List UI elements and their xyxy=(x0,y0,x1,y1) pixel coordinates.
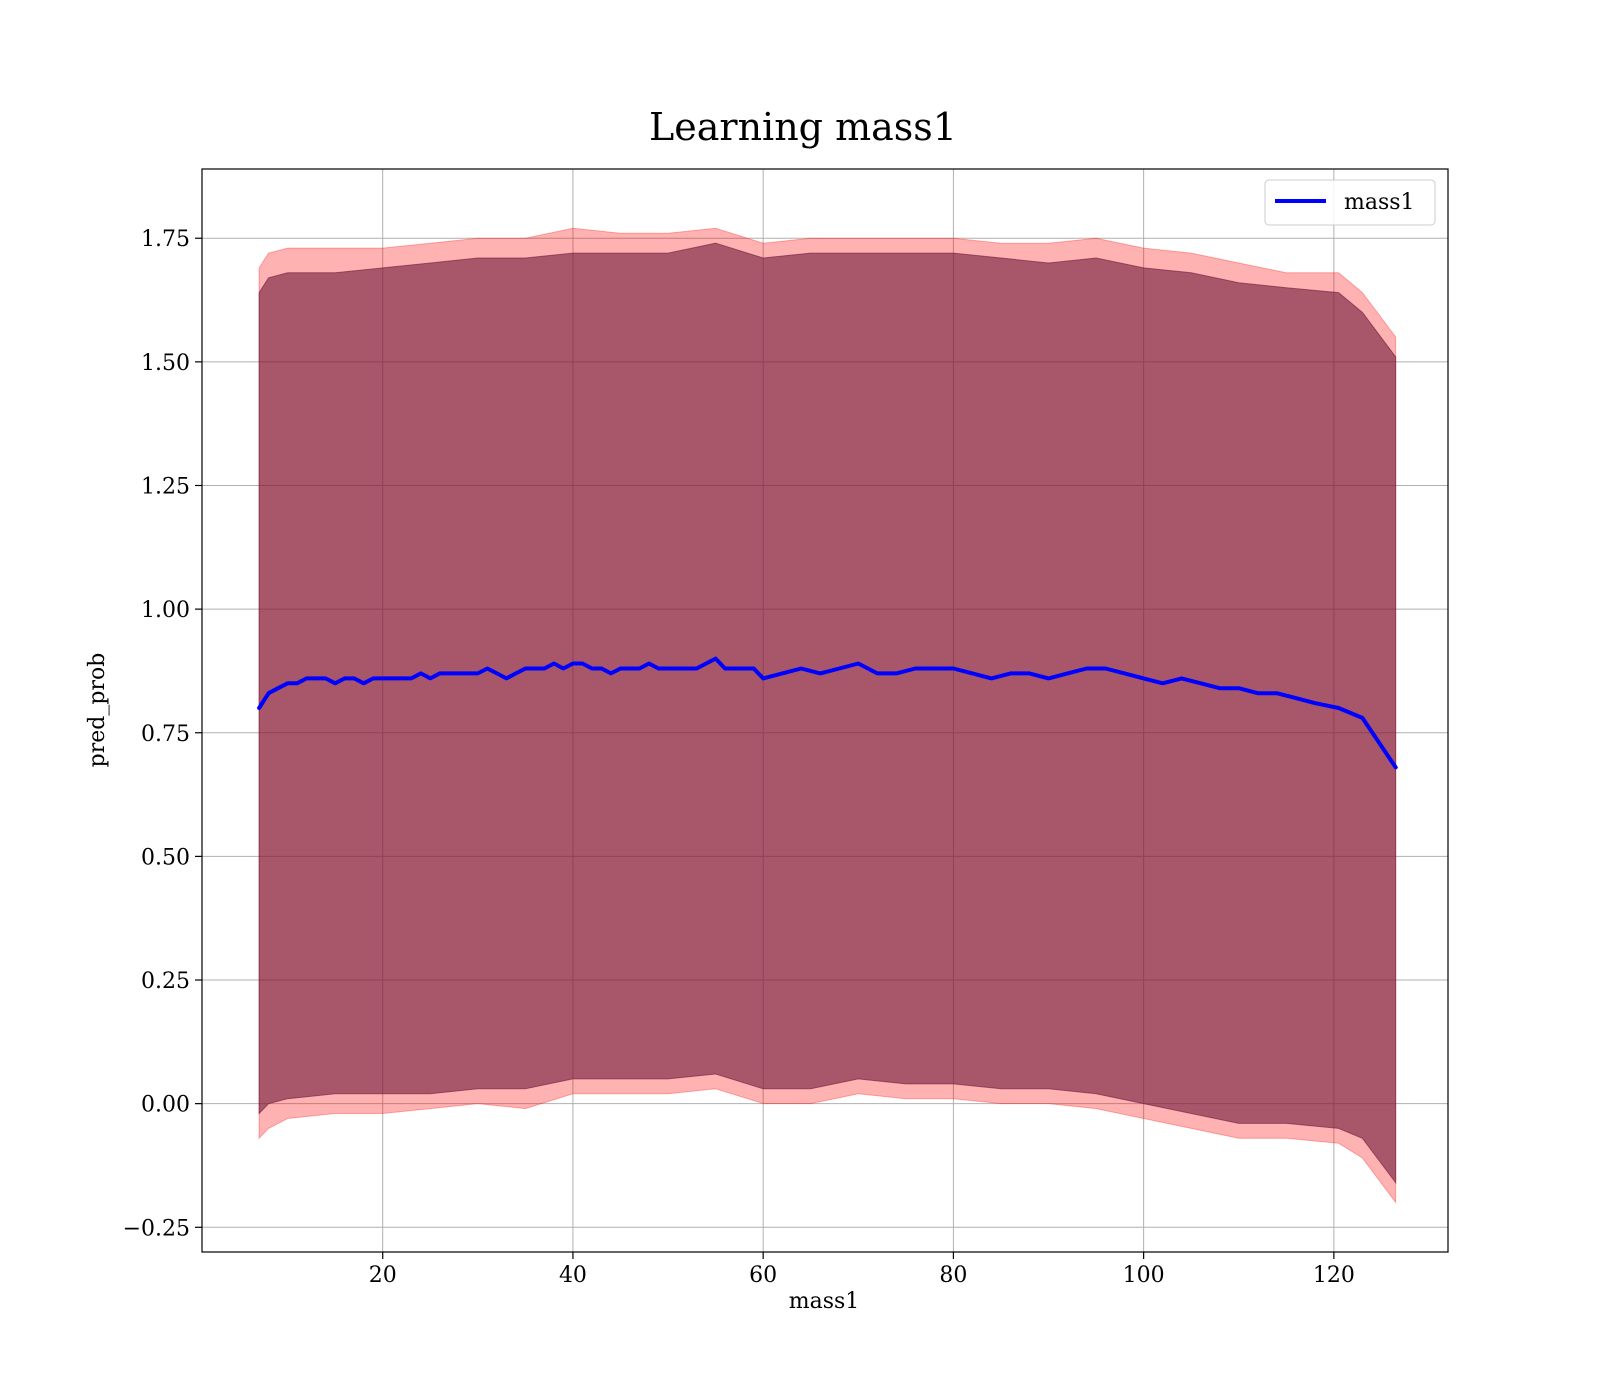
series-lines xyxy=(257,656,1398,770)
y-tick-label: 1.25 xyxy=(141,474,190,499)
inner-band-area xyxy=(258,242,1397,1185)
y-tick-label: 0.25 xyxy=(141,969,190,994)
y-axis-label: pred_prob xyxy=(85,653,110,768)
y-axis-ticks: −0.25 0.00 0.25 0.50 0.75 1.00 1.25 1.50 1.75 xyxy=(123,227,202,1241)
confidence-bands xyxy=(258,227,1397,1205)
plot-area-frame xyxy=(201,168,1449,1253)
y-tick-label: 0.50 xyxy=(141,845,190,870)
chart-title: Learning mass1 xyxy=(649,105,957,149)
legend-label-mass1: mass1 xyxy=(1344,190,1415,215)
y-tick-label: 1.50 xyxy=(141,351,190,376)
x-axis-label: mass1 xyxy=(789,1289,860,1314)
x-tick-label: 120 xyxy=(1313,1263,1355,1288)
x-tick-label: 60 xyxy=(749,1263,777,1288)
y-tick-label: 0.75 xyxy=(141,722,190,747)
x-tick-label: 80 xyxy=(939,1263,967,1288)
y-tick-label: 0.00 xyxy=(141,1093,190,1118)
x-tick-label: 40 xyxy=(559,1263,587,1288)
x-axis-ticks: 20 40 60 80 100 120 xyxy=(369,1252,1355,1288)
x-tick-label: 20 xyxy=(369,1263,397,1288)
legend: mass1 xyxy=(1264,179,1436,226)
y-tick-label: −0.25 xyxy=(123,1216,190,1241)
y-tick-label: 1.75 xyxy=(141,227,190,252)
legend-box xyxy=(1264,179,1436,226)
y-tick-label: 1.00 xyxy=(141,598,190,623)
series-line-mass1 xyxy=(257,656,1398,770)
x-tick-label: 100 xyxy=(1123,1263,1165,1288)
